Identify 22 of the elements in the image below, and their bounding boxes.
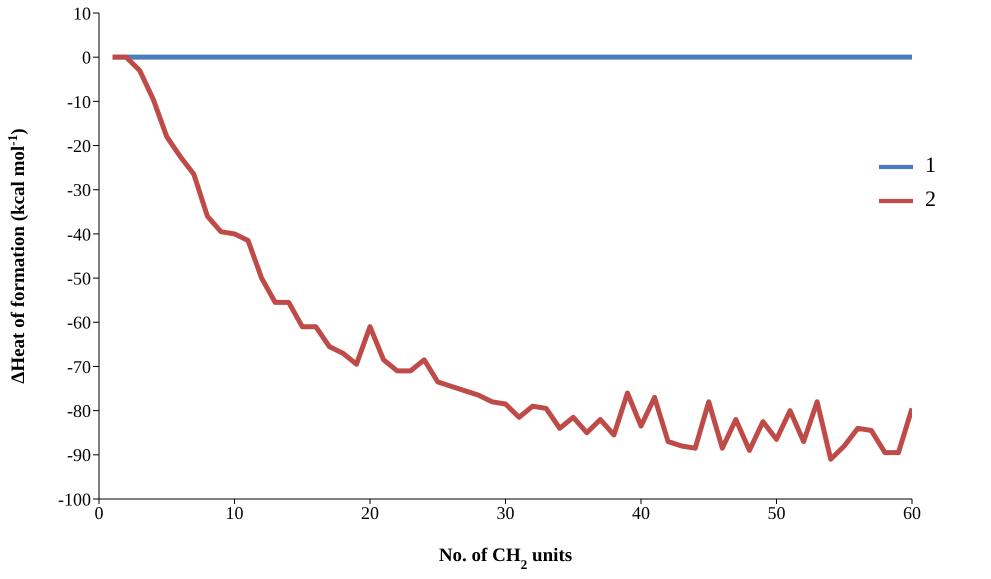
y-tick-label: -40 [67,224,91,244]
legend-label: 1 [925,152,936,178]
y-tick-label: -20 [67,136,91,156]
y-tick-label: 0 [82,48,91,68]
x-tick-label: 10 [226,502,244,523]
y-tick-label: -70 [67,356,91,377]
x-tick-label: 40 [632,502,650,523]
y-tick-label: -50 [67,268,91,288]
legend-label: 2 [925,186,936,212]
x-axis-title: No. of CH$_{2}$ units [438,545,572,572]
x-tick-label: 20 [361,502,379,523]
y-tick-label: -30 [67,180,91,200]
x-tick-label: 50 [768,502,786,523]
x-tick-label: 30 [496,502,514,523]
y-tick-label: 10 [73,3,91,24]
y-tick-label: -100 [58,489,91,510]
y-tick-label: -90 [67,445,91,466]
y-tick-label: -80 [67,401,91,422]
x-tick-label: 60 [903,502,921,523]
y-tick-label: -10 [67,92,91,112]
y-tick-label: -60 [67,312,91,333]
x-tick-label: 0 [94,502,104,523]
